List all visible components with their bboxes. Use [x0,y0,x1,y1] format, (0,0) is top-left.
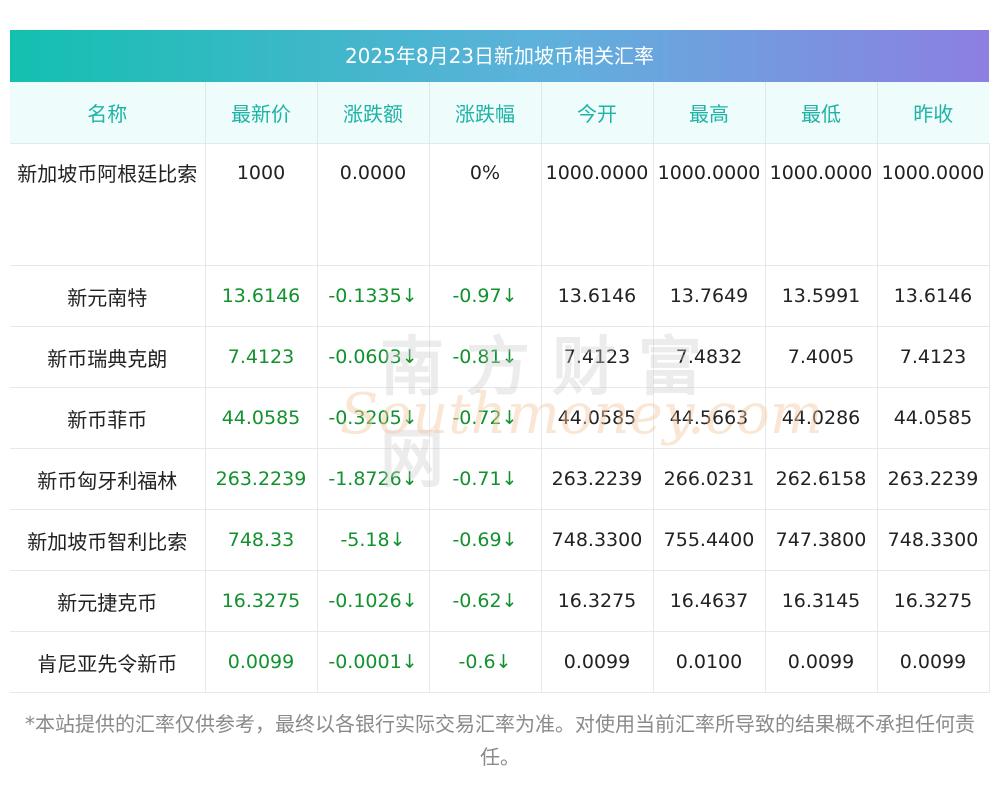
change-percent: -0.97↓ [429,265,542,327]
change-amount: -1.8726↓ [317,448,430,510]
high-price: 13.7649 [653,265,766,327]
change-percent: -0.62↓ [429,570,542,632]
open-price: 0.0099 [541,631,654,693]
currency-name: 肯尼亚先令新币 [10,631,206,693]
change-amount: -0.0001↓ [317,631,430,693]
change-percent: -0.71↓ [429,448,542,510]
header-open: 今开 [541,82,654,144]
latest-price: 13.6146 [205,265,318,327]
high-price: 1000.0000 [653,143,766,266]
table-title: 2025年8月23日新加坡币相关汇率 [10,30,989,82]
table-row: 新加坡币阿根廷比索 1000 0.0000 0% 1000.0000 1000.… [10,143,990,266]
currency-name: 新元南特 [10,265,206,327]
high-price: 266.0231 [653,448,766,510]
prev-close: 16.3275 [877,570,990,632]
header-prev-close: 昨收 [877,82,989,144]
change-percent: 0% [429,143,542,266]
table-row: 新元捷克币 16.3275 -0.1026↓ -0.62↓ 16.3275 16… [10,570,990,632]
header-change: 涨跌额 [317,82,430,144]
high-price: 44.5663 [653,387,766,449]
latest-price: 7.4123 [205,326,318,388]
header-name: 名称 [10,82,206,144]
open-price: 7.4123 [541,326,654,388]
open-price: 44.0585 [541,387,654,449]
low-price: 7.4005 [765,326,878,388]
open-price: 13.6146 [541,265,654,327]
prev-close: 44.0585 [877,387,990,449]
low-price: 262.6158 [765,448,878,510]
table-row: 新元南特 13.6146 -0.1335↓ -0.97↓ 13.6146 13.… [10,265,990,327]
high-price: 755.4400 [653,509,766,571]
change-amount: -0.1026↓ [317,570,430,632]
header-row: 名称 最新价 涨跌额 涨跌幅 今开 最高 最低 昨收 [10,82,989,144]
high-price: 7.4832 [653,326,766,388]
change-percent: -0.69↓ [429,509,542,571]
header-change-pct: 涨跌幅 [429,82,542,144]
change-amount: -0.1335↓ [317,265,430,327]
low-price: 13.5991 [765,265,878,327]
low-price: 44.0286 [765,387,878,449]
header-low: 最低 [765,82,878,144]
latest-price: 0.0099 [205,631,318,693]
change-percent: -0.6↓ [429,631,542,693]
change-amount: -0.0603↓ [317,326,430,388]
prev-close: 263.2239 [877,448,990,510]
table-row: 新币瑞典克朗 7.4123 -0.0603↓ -0.81↓ 7.4123 7.4… [10,326,990,388]
change-amount: -5.18↓ [317,509,430,571]
latest-price: 748.33 [205,509,318,571]
header-high: 最高 [653,82,766,144]
table-row: 新币菲币 44.0585 -0.3205↓ -0.72↓ 44.0585 44.… [10,387,990,449]
prev-close: 7.4123 [877,326,990,388]
high-price: 16.4637 [653,570,766,632]
change-amount: -0.3205↓ [317,387,430,449]
currency-name: 新币菲币 [10,387,206,449]
rate-table-container: 2025年8月23日新加坡币相关汇率 名称 最新价 涨跌额 涨跌幅 今开 最高 … [10,30,990,693]
currency-name: 新加坡币智利比索 [10,509,206,571]
change-amount: 0.0000 [317,143,430,266]
open-price: 1000.0000 [541,143,654,266]
change-percent: -0.81↓ [429,326,542,388]
prev-close: 1000.0000 [877,143,990,266]
table-row: 新加坡币智利比索 748.33 -5.18↓ -0.69↓ 748.3300 7… [10,509,990,571]
prev-close: 13.6146 [877,265,990,327]
low-price: 1000.0000 [765,143,878,266]
latest-price: 16.3275 [205,570,318,632]
currency-name: 新加坡币阿根廷比索 [10,143,206,266]
low-price: 16.3145 [765,570,878,632]
latest-price: 263.2239 [205,448,318,510]
latest-price: 44.0585 [205,387,318,449]
open-price: 748.3300 [541,509,654,571]
low-price: 747.3800 [765,509,878,571]
currency-name: 新币瑞典克朗 [10,326,206,388]
high-price: 0.0100 [653,631,766,693]
low-price: 0.0099 [765,631,878,693]
open-price: 16.3275 [541,570,654,632]
table-row: 新币匈牙利福林 263.2239 -1.8726↓ -0.71↓ 263.223… [10,448,990,510]
prev-close: 0.0099 [877,631,990,693]
change-percent: -0.72↓ [429,387,542,449]
prev-close: 748.3300 [877,509,990,571]
open-price: 263.2239 [541,448,654,510]
rate-table: 名称 最新价 涨跌额 涨跌幅 今开 最高 最低 昨收 新加坡币阿根廷比索 100… [10,82,990,693]
table-row: 肯尼亚先令新币 0.0099 -0.0001↓ -0.6↓ 0.0099 0.0… [10,631,990,693]
latest-price: 1000 [205,143,318,266]
header-latest: 最新价 [205,82,318,144]
currency-name: 新币匈牙利福林 [10,448,206,510]
disclaimer: *本站提供的汇率仅供参考，最终以各银行实际交易汇率为准。对使用当前汇率所导致的结… [25,712,975,769]
currency-name: 新元捷克币 [10,570,206,632]
